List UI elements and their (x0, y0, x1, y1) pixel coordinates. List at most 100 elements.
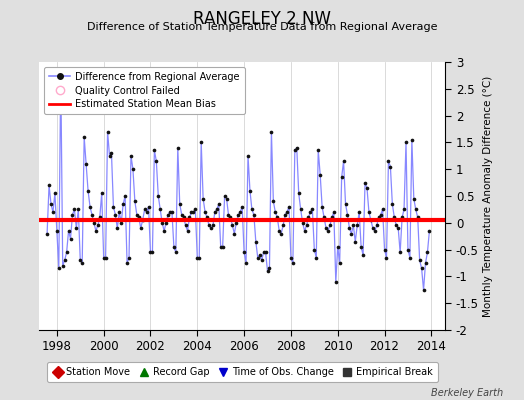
Point (411, 206, 420, 212)
Point (410, 196, 418, 202)
Point (341, 201, 350, 207)
Point (113, 225, 122, 231)
Point (209, 222, 217, 229)
Point (100, 254, 108, 261)
Point (279, 222, 287, 229)
Point (103, 128, 112, 135)
Point (322, 225, 330, 231)
Point (230, 230, 238, 237)
Point (310, 246, 319, 253)
Point (107, 150, 116, 156)
Point (369, 225, 377, 231)
Point (74, 206, 82, 212)
Point (183, 228, 192, 234)
Point (90, 220, 98, 226)
Point (240, 249, 248, 256)
Point (62, 249, 71, 256)
Point (54, 265, 63, 272)
Point (160, 228, 168, 234)
Point (164, 212, 172, 218)
Point (376, 212, 385, 218)
Point (413, 214, 422, 221)
Point (252, 238, 260, 245)
Point (207, 225, 215, 231)
Point (402, 139, 410, 146)
Point (238, 204, 246, 210)
Point (349, 222, 357, 229)
Point (390, 214, 398, 221)
Point (300, 228, 309, 234)
Point (123, 260, 132, 266)
Point (246, 188, 254, 194)
Point (127, 152, 135, 159)
Text: Difference of Station Temperature Data from Regional Average: Difference of Station Temperature Data f… (87, 22, 437, 32)
Point (264, 268, 272, 274)
Point (345, 225, 354, 231)
Point (216, 244, 225, 250)
Point (226, 214, 235, 221)
Point (370, 228, 379, 234)
Point (45, 182, 53, 188)
Point (119, 201, 127, 207)
Point (80, 134, 89, 140)
Point (425, 228, 433, 234)
Point (53, 228, 61, 234)
Point (248, 206, 256, 212)
Point (228, 222, 237, 229)
Point (254, 254, 262, 261)
Point (185, 214, 194, 221)
Legend: Station Move, Record Gap, Time of Obs. Change, Empirical Break: Station Move, Record Gap, Time of Obs. C… (47, 362, 438, 382)
Point (172, 249, 180, 256)
Point (386, 163, 395, 170)
Text: Berkeley Earth: Berkeley Earth (431, 388, 503, 398)
Point (222, 196, 231, 202)
Point (137, 225, 145, 231)
Point (49, 209, 57, 215)
Point (68, 212, 77, 218)
Point (189, 209, 198, 215)
Point (214, 201, 223, 207)
Point (283, 209, 291, 215)
Point (281, 212, 289, 218)
Point (193, 254, 202, 261)
Point (375, 214, 383, 221)
Point (144, 204, 152, 210)
Point (423, 249, 432, 256)
Point (203, 214, 211, 221)
Point (297, 206, 305, 212)
Point (361, 179, 369, 186)
Point (76, 257, 84, 264)
Point (259, 249, 268, 256)
Point (199, 196, 208, 202)
Point (388, 201, 397, 207)
Point (383, 254, 391, 261)
Point (156, 206, 165, 212)
Point (355, 209, 363, 215)
Point (351, 238, 359, 245)
Point (72, 225, 81, 231)
Point (332, 278, 340, 285)
Legend: Difference from Regional Average, Quality Control Failed, Estimated Station Mean: Difference from Regional Average, Qualit… (44, 67, 245, 114)
Point (97, 190, 106, 196)
Point (394, 225, 402, 231)
Point (135, 214, 143, 221)
Point (138, 217, 147, 223)
Point (421, 260, 430, 266)
Point (419, 286, 428, 293)
Point (308, 206, 316, 212)
Point (384, 158, 392, 164)
Point (191, 206, 200, 212)
Point (359, 252, 367, 258)
Point (43, 230, 51, 237)
Point (335, 260, 344, 266)
Point (154, 193, 162, 199)
Point (312, 254, 321, 261)
Point (392, 222, 400, 229)
Point (265, 265, 274, 272)
Point (275, 228, 283, 234)
Point (129, 166, 137, 172)
Point (51, 190, 59, 196)
Point (232, 220, 241, 226)
Point (416, 257, 424, 264)
Point (179, 214, 188, 221)
